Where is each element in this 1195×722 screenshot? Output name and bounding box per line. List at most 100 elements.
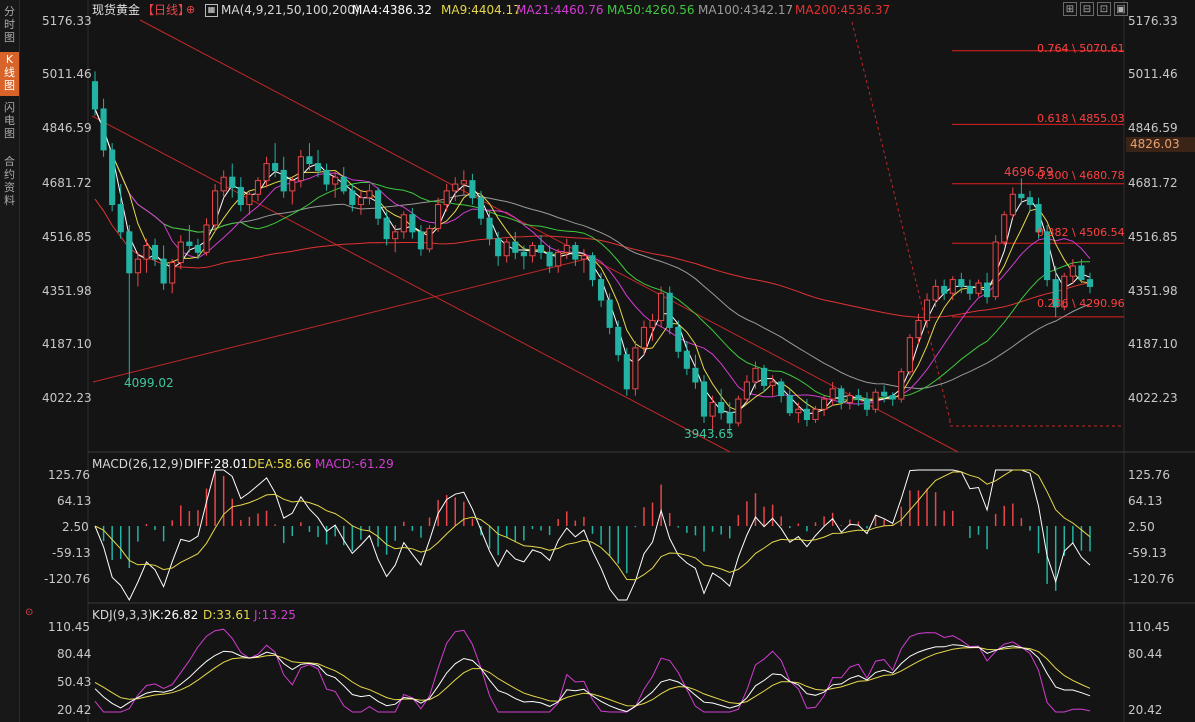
candle-body (272, 163, 279, 171)
price-tick: 5176.33 (42, 14, 92, 28)
candle-body (915, 320, 922, 339)
candle-body (383, 217, 390, 240)
fib-level-label: 0.764 \ 5070.61 (1037, 42, 1125, 55)
candle-body (443, 190, 450, 206)
macd-tick: 64.13 (57, 494, 92, 508)
candle-body (426, 227, 433, 250)
macd-tick: 64.13 (1128, 494, 1163, 508)
candle-body (1044, 231, 1051, 281)
macd-tick: -59.13 (52, 546, 91, 560)
price-tick: 5011.46 (42, 67, 92, 81)
candle-body (366, 190, 373, 199)
candle-body (332, 176, 339, 185)
symbol-name: 现货黄金 (92, 3, 141, 17)
price-tick: 5011.46 (1128, 67, 1178, 81)
candle-body (683, 350, 690, 369)
tab-candlestick[interactable]: K线图 (0, 52, 19, 96)
macd-tick: 2.50 (62, 520, 89, 534)
candle-body (134, 258, 141, 274)
price-tick: 4351.98 (1128, 284, 1178, 298)
candle-body (194, 244, 202, 253)
panel-settings-icon[interactable]: ⊙ (25, 607, 34, 618)
candle-body (254, 180, 262, 195)
current-price-tag: 4826.03 (1126, 137, 1195, 152)
candle-body (563, 244, 570, 253)
price-tick: 4187.10 (1128, 337, 1178, 351)
candle-body (246, 193, 253, 206)
zoom-out-icon[interactable]: ⊟ (1080, 2, 1094, 16)
candle-body (297, 156, 304, 182)
candle-body (537, 244, 545, 253)
candle-body (555, 251, 562, 267)
candle-body (109, 149, 116, 206)
candle-body (718, 401, 725, 414)
kdj-k-value: K:26.82 (152, 608, 199, 622)
period-label[interactable]: 【日线】 (142, 3, 191, 17)
candle-body (1061, 275, 1068, 308)
candle-body (435, 204, 442, 229)
candle-body (546, 251, 553, 267)
candle-body (778, 381, 785, 397)
price-tick: 4516.85 (1128, 230, 1178, 244)
indicator-settings-icon[interactable]: ▦ (205, 4, 218, 17)
add-indicator-icon[interactable]: ⊕ (186, 3, 196, 16)
candle-body (760, 367, 768, 386)
candle-body (726, 412, 733, 424)
candle-body (692, 367, 699, 383)
kdj-d-value: D:33.61 (203, 608, 251, 622)
ma9-value: MA9:4404.17 (441, 3, 521, 17)
tab-contract-info[interactable]: 合约资料 (4, 155, 15, 207)
candle-body (340, 176, 347, 192)
candle-body (906, 337, 913, 373)
kdj-k-line (94, 644, 1091, 713)
price-tick: 4846.59 (1128, 121, 1178, 135)
kdj-tick: 80.44 (1128, 647, 1163, 661)
price-tick: 4022.23 (1128, 391, 1178, 405)
ma-title: MA(4,9,21,50,100,200) (221, 3, 360, 17)
kdj-tick: 80.44 (57, 647, 92, 661)
price-tick: 4351.98 (42, 284, 92, 298)
candle-body (1078, 265, 1085, 281)
macd-value: MACD:-61.29 (315, 457, 394, 471)
tab-timeshare[interactable]: 分时图 (4, 5, 15, 44)
zoom-in-icon[interactable]: ⊞ (1063, 2, 1077, 16)
ma21-value: MA21:4460.76 (516, 3, 604, 17)
price-tick: 5176.33 (1128, 14, 1178, 28)
candle-body (821, 398, 828, 410)
ma100-value: MA100:4342.17 (698, 3, 794, 17)
candle-body (786, 395, 793, 414)
candle-body (640, 326, 648, 349)
candle-body (512, 241, 519, 253)
candle-body (1069, 265, 1076, 277)
maximize-icon[interactable]: ▣ (1114, 2, 1128, 16)
candle-body (306, 156, 313, 165)
macd-dea-line (94, 469, 1091, 581)
low-marker-label: 3943.65 (684, 427, 734, 441)
candle-body (649, 320, 656, 328)
candle-body (477, 197, 485, 219)
price-tick: 4187.10 (42, 337, 92, 351)
macd-diff-value: DIFF:28.01 (184, 457, 249, 471)
candle-body (151, 244, 159, 260)
price-tick: 4681.72 (1128, 176, 1178, 190)
candle-body (1052, 279, 1059, 308)
macd-title: MACD(26,12,9) (92, 457, 184, 471)
candle-body (374, 190, 382, 219)
fib-level-label: 0.618 \ 4855.03 (1037, 112, 1125, 125)
candle-body (881, 391, 888, 397)
candle-body (1026, 197, 1034, 206)
tab-lightning[interactable]: 闪电图 (4, 101, 15, 140)
candle-body (752, 367, 759, 383)
kdj-tick: 20.42 (57, 703, 92, 717)
kdj-tick: 110.45 (1128, 620, 1170, 634)
candle-body (357, 197, 364, 206)
restore-icon[interactable]: ⊡ (1097, 2, 1111, 16)
candle-body (709, 401, 716, 417)
fib-level-label: 0.236 \ 4290.96 (1037, 297, 1125, 310)
ma50-line (94, 108, 1090, 401)
candle-body (229, 176, 236, 188)
candle-body (606, 299, 613, 328)
kdj-d-line (94, 646, 1091, 707)
candle-body (769, 381, 776, 386)
